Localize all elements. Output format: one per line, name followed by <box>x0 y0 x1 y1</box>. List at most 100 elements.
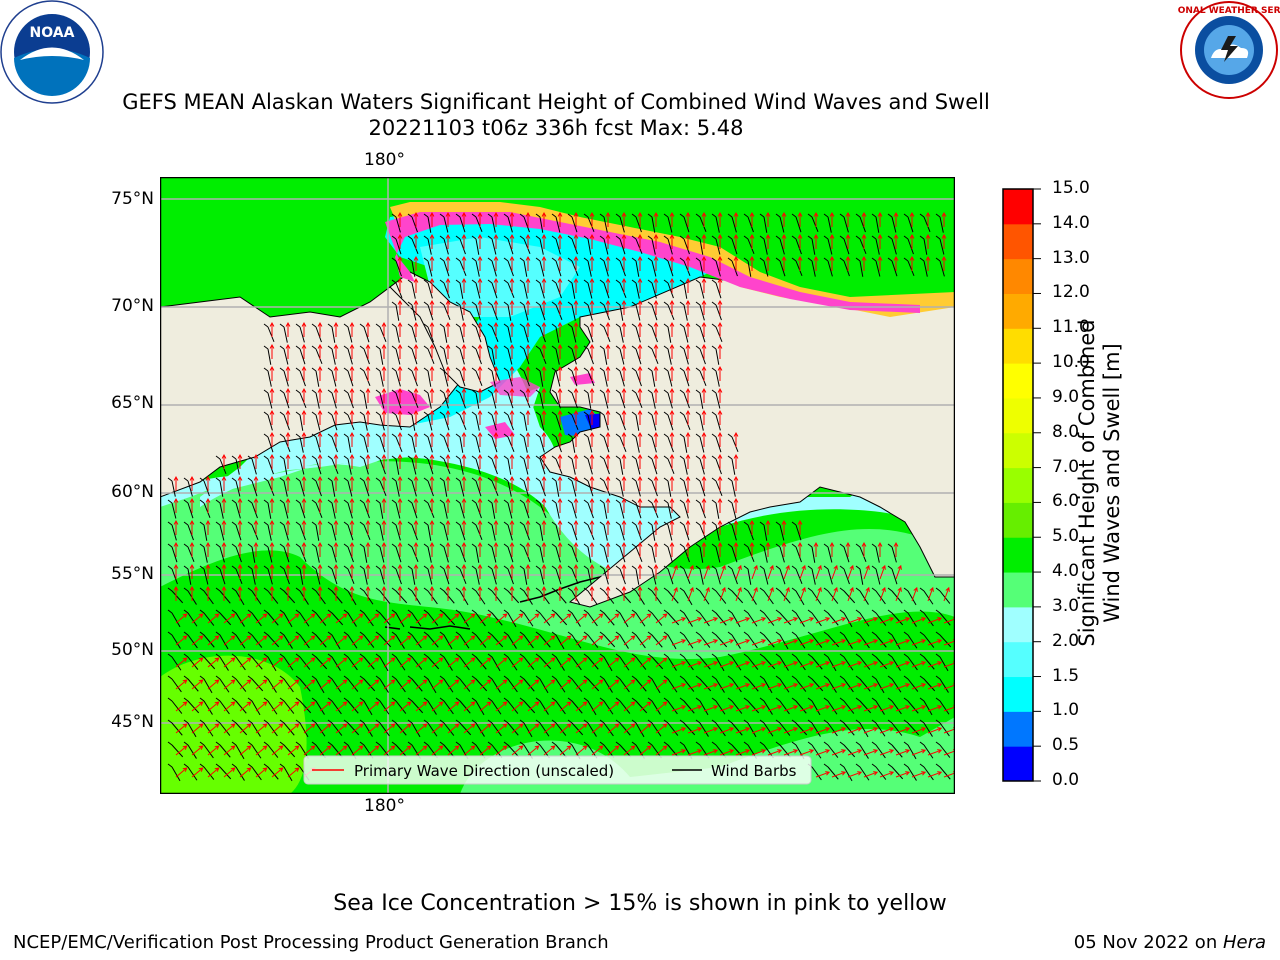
wind-barb <box>839 631 853 649</box>
wave-arrow <box>511 657 524 668</box>
wind-barb <box>231 455 240 475</box>
wave-arrow <box>301 519 307 535</box>
wind-barb <box>487 653 501 672</box>
wave-arrow <box>751 705 767 712</box>
wind-barb <box>247 455 257 475</box>
wind-barb <box>343 565 355 585</box>
wave-arrow <box>799 683 815 690</box>
wave-arrow <box>735 639 751 646</box>
wind-barb <box>551 235 561 255</box>
wave-arrow <box>447 613 460 624</box>
wave-arrow <box>719 564 726 580</box>
wind-barb <box>487 543 497 563</box>
wave-arrow <box>557 519 563 535</box>
wind-barb <box>695 345 706 365</box>
wave-arrow <box>445 233 451 249</box>
wind-barb <box>503 587 520 604</box>
wind-barb <box>535 543 544 563</box>
wind-barb <box>583 323 594 343</box>
wave-arrow <box>717 233 723 249</box>
wave-arrow <box>301 321 307 337</box>
wind-barb <box>215 653 229 671</box>
wave-arrow <box>253 585 259 601</box>
wind-barb <box>279 609 293 628</box>
wind-barb <box>775 565 786 585</box>
wind-barb <box>391 631 405 649</box>
wave-arrow <box>605 233 611 249</box>
wave-arrow <box>493 497 499 513</box>
wave-arrow <box>671 617 687 624</box>
wave-arrow <box>383 635 396 646</box>
wave-arrow <box>541 453 547 469</box>
wind-barb <box>391 565 402 585</box>
wind-barb <box>519 301 529 321</box>
wind-barb <box>439 565 450 585</box>
wind-barb <box>743 675 759 692</box>
wind-barb <box>343 477 353 497</box>
wave-arrow <box>927 617 943 624</box>
wind-barb <box>919 741 934 759</box>
wind-barb <box>199 763 215 780</box>
wave-arrow <box>381 365 387 381</box>
wave-arrow <box>735 705 751 712</box>
wind-barb <box>615 235 626 255</box>
wind-barb <box>487 367 496 387</box>
wave-arrow <box>511 701 524 712</box>
wave-arrow <box>445 519 451 535</box>
wind-barb <box>535 499 547 519</box>
wave-arrow <box>175 701 188 712</box>
wind-barb <box>807 741 822 759</box>
wind-barb <box>263 631 280 648</box>
wind-barb <box>663 257 674 277</box>
wave-arrow <box>845 211 851 227</box>
wave-arrow <box>253 475 259 491</box>
wind-barb <box>615 653 630 671</box>
wave-arrow <box>223 613 236 624</box>
wind-barb <box>183 477 193 497</box>
wave-arrow <box>301 387 307 403</box>
wind-barb <box>647 653 664 670</box>
wind-barb <box>503 235 514 255</box>
wave-arrow <box>893 233 899 249</box>
wind-barb <box>471 455 481 475</box>
wave-arrow <box>893 255 899 271</box>
wind-barb <box>567 455 576 475</box>
wind-barb <box>311 675 325 694</box>
wave-arrow <box>717 343 723 359</box>
wind-barb <box>647 697 661 715</box>
wave-arrow <box>207 679 220 690</box>
wave-arrow <box>477 387 483 403</box>
wave-arrow <box>189 585 195 601</box>
wave-arrow <box>445 453 451 469</box>
wave-arrow <box>461 541 467 557</box>
wave-arrow <box>351 723 364 734</box>
wind-barb <box>695 675 712 692</box>
wave-arrow <box>717 387 723 403</box>
wave-arrow <box>429 453 435 469</box>
wave-arrow <box>573 519 579 535</box>
wind-barb <box>887 543 897 563</box>
wave-arrow <box>815 705 831 712</box>
wind-barb <box>903 213 914 233</box>
wave-arrow <box>271 657 284 668</box>
wave-arrow <box>831 749 847 756</box>
wind-barb <box>407 213 418 233</box>
wave-arrow <box>173 519 179 535</box>
wind-barb <box>247 653 263 670</box>
wind-barb <box>327 477 336 497</box>
wind-barb <box>871 235 880 255</box>
wave-arrow <box>717 321 723 337</box>
wind-barb <box>407 235 419 255</box>
wind-barb <box>679 653 694 671</box>
wave-arrow <box>861 233 867 249</box>
wave-arrow <box>461 431 467 447</box>
wind-barb <box>247 697 261 716</box>
wave-arrow <box>767 661 783 668</box>
wave-arrow <box>541 409 547 425</box>
wave-arrow <box>557 299 563 315</box>
wind-barb <box>327 433 338 453</box>
wave-arrow <box>941 211 947 227</box>
wave-arrow <box>509 277 515 293</box>
wave-arrow <box>397 541 403 557</box>
wind-barb <box>247 609 262 627</box>
